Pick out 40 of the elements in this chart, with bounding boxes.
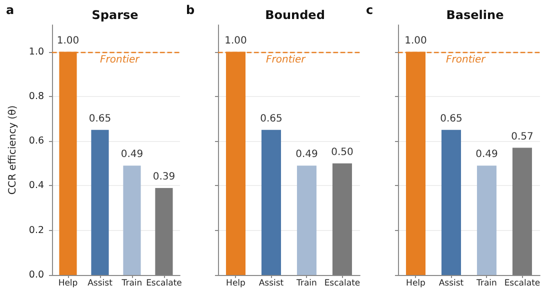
y-axis-title: CCR efficiency (θ) bbox=[8, 105, 18, 195]
ref-line-label: Frontier bbox=[446, 54, 486, 66]
chart-title: Bounded bbox=[265, 8, 325, 22]
x-tick-label: Escalate bbox=[504, 278, 540, 288]
data-label: 0.57 bbox=[511, 131, 534, 142]
x-tick-label: Assist bbox=[258, 278, 284, 288]
text: b bbox=[186, 3, 195, 17]
ref-line-label: Frontier bbox=[100, 54, 140, 66]
data-label: 0.65 bbox=[88, 113, 112, 124]
y-tick-label: 0.6 bbox=[28, 136, 44, 147]
data-label: 1.00 bbox=[56, 35, 80, 46]
data-label: 0.39 bbox=[152, 171, 176, 182]
text: c bbox=[366, 3, 374, 17]
y-tick-label: 0.2 bbox=[28, 224, 44, 236]
data-label: 0.49 bbox=[476, 149, 498, 160]
x-tick-label: Help bbox=[406, 278, 426, 288]
data-label: 1.00 bbox=[224, 35, 247, 46]
x-tick-label: Escalate bbox=[146, 278, 182, 288]
y-tick-label: 0.4 bbox=[28, 180, 44, 192]
x-tick-label: Escalate bbox=[324, 278, 360, 288]
y-tick-label: 0.8 bbox=[28, 90, 44, 102]
data-label: 0.65 bbox=[260, 113, 282, 124]
x-tick-label: Help bbox=[58, 278, 78, 288]
data-label: 0.49 bbox=[296, 149, 318, 160]
x-tick-label: Assist bbox=[438, 278, 464, 288]
x-tick-label: Train bbox=[120, 278, 142, 288]
data-label: 1.00 bbox=[404, 35, 427, 46]
data-label: 0.49 bbox=[120, 149, 144, 160]
y-tick-label: 1.0 bbox=[28, 46, 44, 58]
chart-title: Baseline bbox=[446, 8, 504, 22]
text: a bbox=[6, 3, 14, 17]
x-tick-label: Help bbox=[226, 278, 246, 288]
ref-line-label: Frontier bbox=[266, 54, 306, 66]
data-label: 0.50 bbox=[331, 146, 354, 158]
x-tick-label: Assist bbox=[88, 278, 114, 288]
chart-title: Sparse bbox=[92, 8, 138, 22]
y-tick-label: 0.0 bbox=[28, 270, 44, 280]
x-tick-label: Train bbox=[296, 278, 317, 288]
data-label: 0.65 bbox=[440, 113, 462, 124]
x-tick-label: Train bbox=[476, 278, 497, 288]
